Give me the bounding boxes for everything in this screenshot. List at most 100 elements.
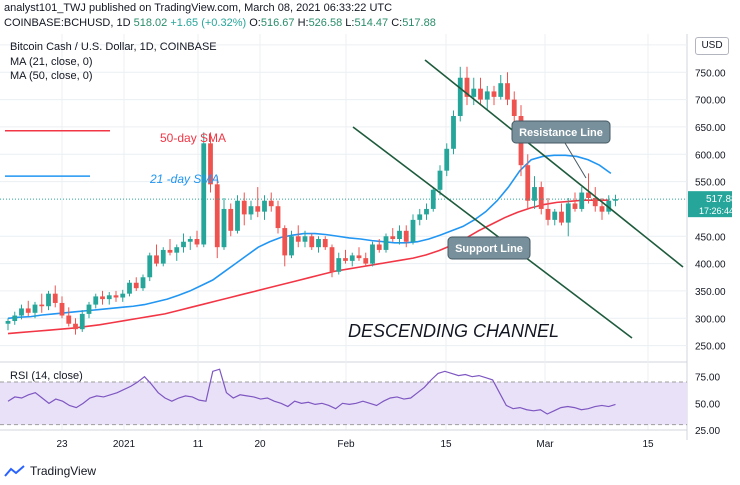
price-tick-label: 300.00: [695, 314, 726, 325]
candle: [606, 195, 612, 215]
candle: [390, 228, 396, 242]
candle: [86, 301, 92, 319]
price-tick-label: 550.00: [695, 178, 726, 189]
candle-body: [410, 219, 416, 242]
low-label: L:: [345, 17, 355, 29]
candle: [59, 296, 65, 319]
resistance-label-pointer: [564, 142, 587, 179]
candle-body: [370, 244, 375, 264]
candle-body: [106, 295, 112, 300]
candle: [363, 252, 369, 267]
candle: [349, 252, 355, 267]
candle-body: [424, 208, 429, 215]
candle-body: [214, 184, 220, 248]
support-label-box: [447, 236, 531, 260]
candle: [73, 318, 78, 335]
candle-body: [235, 200, 240, 231]
candle-body: [93, 296, 99, 305]
candle-body: [86, 304, 92, 314]
candle: [113, 290, 119, 302]
candle-body: [154, 255, 159, 264]
candle: [613, 194, 618, 207]
tradingview-footer[interactable]: TradingView: [4, 464, 96, 478]
resistance-label-box: [511, 120, 611, 144]
candle-body: [255, 206, 261, 212]
candle: [187, 236, 193, 250]
candle: [316, 236, 321, 253]
candle-body: [464, 77, 470, 97]
open-label: O:: [249, 17, 261, 29]
currency-button[interactable]: USD: [695, 37, 729, 55]
candle: [511, 91, 517, 122]
candle-body: [133, 282, 139, 289]
rsi-tick-label: 50.00: [695, 399, 720, 410]
candle: [235, 195, 240, 234]
candle-body: [5, 321, 11, 324]
candle-body: [19, 308, 24, 316]
high-value: 526.58: [308, 17, 343, 29]
candle-body: [262, 200, 267, 212]
candle-body: [316, 239, 321, 248]
candle: [410, 214, 416, 245]
candle: [343, 249, 348, 264]
candle-body: [538, 187, 544, 209]
ma50-legend[interactable]: MA (50, close, 0): [10, 70, 93, 82]
candle-body: [113, 295, 119, 298]
candle: [457, 66, 463, 122]
candle-body: [295, 236, 301, 242]
candle: [221, 198, 227, 250]
price-change: +1.65 (+0.32%): [170, 17, 247, 29]
rsi-tick-label: 75.00: [695, 373, 720, 384]
publish-info: analyst101_TWJ published on TradingView.…: [4, 2, 393, 14]
candle: [525, 154, 531, 209]
candle-body: [579, 192, 585, 209]
high-label: H:: [297, 17, 309, 29]
support-trendline: [352, 126, 633, 339]
candle: [133, 277, 139, 291]
candle: [383, 233, 389, 253]
rsi-legend[interactable]: RSI (14, close): [10, 370, 83, 382]
candle: [491, 85, 497, 106]
candle: [586, 173, 591, 204]
candle: [444, 143, 450, 177]
candle: [336, 252, 342, 275]
candle-body: [437, 170, 443, 190]
candle: [248, 200, 254, 220]
candle: [484, 85, 490, 111]
candle: [66, 307, 72, 327]
price-tick-label: 600.00: [695, 150, 726, 161]
candle-body: [228, 208, 234, 231]
candle-body: [457, 77, 463, 116]
rsi-line: [7, 368, 616, 415]
candle-body: [39, 304, 45, 307]
candle-body: [444, 148, 450, 171]
candle-body: [25, 308, 31, 313]
ma21-legend[interactable]: MA (21, close, 0): [10, 56, 93, 68]
resistance-label: Resistance Line: [519, 127, 603, 139]
candle-body: [599, 206, 605, 212]
candle: [5, 318, 11, 331]
candle: [12, 311, 18, 325]
candle: [174, 244, 180, 261]
candle: [302, 230, 308, 248]
low-value: 514.47: [354, 17, 389, 29]
candle: [451, 110, 456, 155]
last-price: 518.02: [133, 17, 168, 29]
last-price-label: 517.88: [706, 194, 737, 205]
candle: [140, 274, 146, 291]
candle: [356, 247, 362, 261]
ma21-annotation: 21 -day SMA: [149, 172, 219, 186]
candle: [430, 187, 436, 212]
candle-body: [565, 203, 571, 223]
candle-body: [32, 304, 38, 313]
candle-body: [349, 255, 355, 261]
candle-body: [66, 315, 72, 324]
candle-countdown: 17:26:44: [699, 206, 734, 216]
ma50-line: [7, 199, 610, 335]
candle-body: [383, 236, 389, 250]
candle: [282, 225, 288, 267]
candle-body: [572, 203, 578, 209]
candle-body: [268, 200, 274, 207]
ohlc-bar: COINBASE:BCHUSD, 1D 518.02 +1.65 (+0.32%…: [4, 17, 436, 29]
